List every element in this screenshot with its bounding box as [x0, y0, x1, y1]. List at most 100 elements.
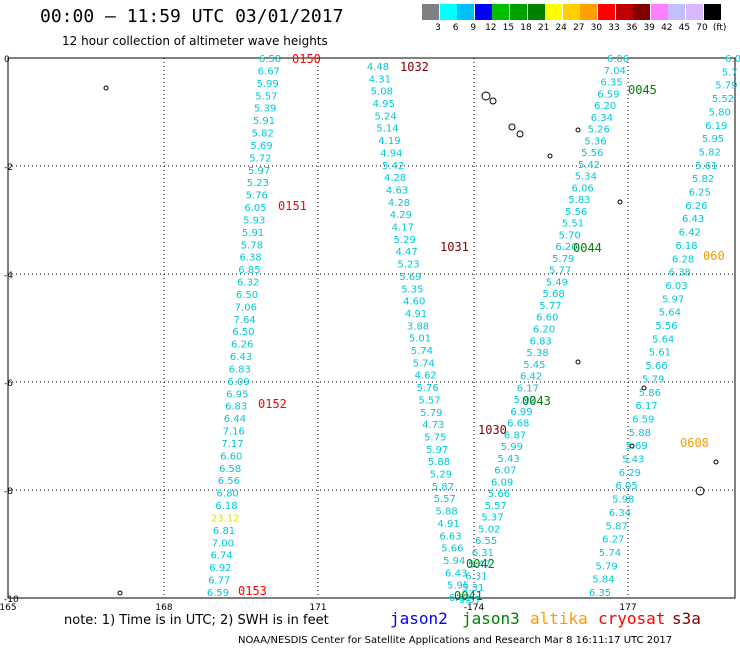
wave-height-value: 6.05 — [615, 481, 637, 492]
wave-height-value: 5.47 — [469, 560, 491, 571]
wave-height-value: 5.74 — [413, 358, 435, 369]
wave-height-value: 4.19 — [378, 136, 400, 147]
wave-height-value: 7.00 — [212, 538, 234, 549]
wave-height-value: 6.95 — [226, 389, 248, 400]
wave-height-value: 5.52 — [712, 94, 734, 105]
island-outline — [547, 153, 553, 159]
wave-height-value: 5.74 — [599, 548, 621, 559]
wave-height-value: 5.61 — [649, 348, 671, 359]
footer-note: note: 1) Time is in UTC; 2) SWH is in fe… — [64, 613, 329, 628]
wave-height-value: 5.02 — [478, 524, 500, 535]
wave-height-value: 6.35 — [589, 588, 611, 599]
wave-height-value: 5.97 — [662, 294, 684, 305]
wave-height-value: 5.88 — [629, 428, 651, 439]
wave-height-value: 6.43 — [445, 568, 467, 579]
wave-height-value: 5.98 — [612, 495, 634, 506]
wave-height-value: 4.17 — [392, 223, 414, 234]
wave-height-value: 5.66 — [645, 361, 667, 372]
wave-height-value: 5.88 — [428, 457, 450, 468]
wave-height-value: 5.82 — [692, 174, 714, 185]
wave-height-value: 6.01 — [449, 593, 471, 604]
wave-height-value: 6.43 — [230, 352, 252, 363]
legend-swatch — [545, 4, 563, 20]
y-tick-label: -2 — [4, 163, 13, 173]
wave-height-value: 5.29 — [430, 470, 452, 481]
wave-height-value: 5.31 — [462, 583, 484, 594]
wave-height-value: 5.82 — [252, 129, 274, 140]
wave-height-value: 5.29 — [394, 235, 416, 246]
pass-time-label: 0153 — [238, 584, 267, 598]
wave-height-value: 6.35 — [600, 78, 622, 89]
x-tick-label: 168 — [155, 603, 172, 613]
wave-height-value: 5.87 — [605, 521, 627, 532]
wave-height-value: 6.50 — [232, 327, 254, 338]
pass-time-label: 060 — [703, 249, 725, 263]
wave-height-value: 5.51 — [562, 219, 584, 230]
island-outline — [489, 97, 497, 105]
y-tick-label: 0 — [4, 55, 10, 65]
wave-height-value: 5.57 — [434, 494, 456, 505]
wave-height-value: 6.09 — [491, 477, 513, 488]
wave-height-value: 6.38 — [669, 268, 691, 279]
wave-height-value: 4.28 — [384, 173, 406, 184]
wave-height-value: 6.26 — [231, 340, 253, 351]
island-outline — [481, 91, 491, 101]
wave-height-value: 6.60 — [536, 313, 558, 324]
wave-height-value: 5.61 — [695, 161, 717, 172]
legend-tick-label: 12 — [485, 23, 497, 33]
wave-height-value: 6.31 — [472, 548, 494, 559]
y-tick-label: -8 — [4, 487, 13, 497]
island-outline — [575, 359, 581, 365]
wave-height-value: 5.66 — [488, 489, 510, 500]
wave-height-value: 6.74 — [210, 551, 232, 562]
wave-height-value: 6.59 — [207, 588, 229, 599]
wave-height-value: 4.47 — [395, 247, 417, 258]
legend-tick-label: 21 — [537, 23, 550, 33]
wave-height-value: 5.56 — [655, 321, 677, 332]
wave-height-value: 5.69 — [399, 272, 421, 283]
wave-height-value: 5.94 — [443, 556, 465, 567]
wave-height-value: 6.34 — [609, 508, 631, 519]
legend-swatch — [668, 4, 686, 20]
wave-height-value: 5.56 — [581, 148, 603, 159]
wave-height-value: 6.42 — [520, 372, 542, 383]
wave-height-value: 6.55 — [475, 536, 497, 547]
pass-time-label: 1032 — [400, 60, 429, 74]
pass-time-label: 0608 — [680, 436, 709, 450]
wave-height-value: 6.29 — [619, 468, 641, 479]
wave-height-value: 5.26 — [588, 125, 610, 136]
wave-height-value: 5.7 — [722, 67, 738, 78]
wave-height-value: 5.88 — [436, 507, 458, 518]
wave-height-value: 6.50 — [236, 290, 258, 301]
pass-time-label: 1031 — [440, 240, 469, 254]
legend-tick-label: (ft) — [712, 23, 727, 33]
wave-height-value: 6.17 — [635, 401, 657, 412]
wave-height-value: 6.03 — [665, 281, 687, 292]
legend-tick-label: 6 — [452, 23, 459, 33]
legend-swatch — [457, 4, 475, 20]
wave-height-value: 5.23 — [247, 178, 269, 189]
wave-height-value: 4.91 — [405, 309, 427, 320]
pass-time-label: 0150 — [292, 52, 321, 66]
wave-height-value: 5.79 — [420, 408, 442, 419]
wave-height-value: 5.64 — [659, 308, 681, 319]
wave-height-value: 6.27 — [602, 535, 624, 546]
wave-height-value: 6.43 — [682, 214, 704, 225]
wave-height-value: 5.84 — [592, 575, 614, 586]
wave-height-value: 5.75 — [424, 432, 446, 443]
wave-height-value: 6.20 — [533, 325, 555, 336]
wave-height-value: 5.97 — [248, 166, 270, 177]
pass-time-label: 0044 — [573, 241, 602, 255]
pass-time-label: 1030 — [478, 423, 507, 437]
x-tick-label: 171 — [309, 603, 326, 613]
wave-height-value: 6.34 — [591, 113, 613, 124]
wave-height-value: 5.57 — [485, 501, 507, 512]
wave-height-value: 5.76 — [416, 383, 438, 394]
wave-height-value: 5.93 — [243, 215, 265, 226]
wave-height-value: 6.38 — [240, 253, 262, 264]
legend-swatch — [527, 4, 545, 20]
pass-time-label: 0041 — [454, 589, 483, 603]
credit-line: NOAA/NESDIS Center for Satellite Applica… — [238, 635, 673, 646]
page-subtitle: 12 hour collection of altimeter wave hei… — [62, 34, 328, 48]
wave-height-value: 5.38 — [526, 348, 548, 359]
